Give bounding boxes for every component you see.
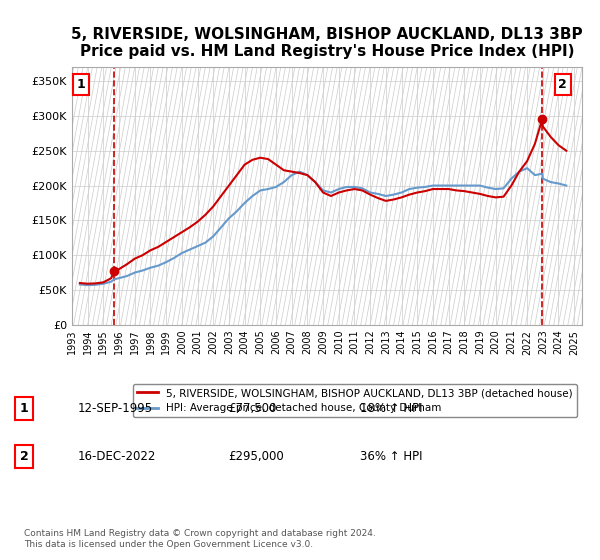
- Text: 1: 1: [20, 402, 28, 416]
- Text: 36% ↑ HPI: 36% ↑ HPI: [360, 450, 422, 463]
- Text: £295,000: £295,000: [228, 450, 284, 463]
- Text: 16-DEC-2022: 16-DEC-2022: [78, 450, 157, 463]
- Text: 12-SEP-1995: 12-SEP-1995: [78, 402, 153, 416]
- Legend: 5, RIVERSIDE, WOLSINGHAM, BISHOP AUCKLAND, DL13 3BP (detached house), HPI: Avera: 5, RIVERSIDE, WOLSINGHAM, BISHOP AUCKLAN…: [133, 384, 577, 417]
- Text: 1: 1: [77, 78, 85, 91]
- Text: 18% ↑ HPI: 18% ↑ HPI: [360, 402, 422, 416]
- Title: 5, RIVERSIDE, WOLSINGHAM, BISHOP AUCKLAND, DL13 3BP
Price paid vs. HM Land Regis: 5, RIVERSIDE, WOLSINGHAM, BISHOP AUCKLAN…: [71, 27, 583, 59]
- Text: 2: 2: [20, 450, 28, 463]
- Text: £77,500: £77,500: [228, 402, 277, 416]
- Text: 2: 2: [559, 78, 567, 91]
- Text: Contains HM Land Registry data © Crown copyright and database right 2024.
This d: Contains HM Land Registry data © Crown c…: [24, 529, 376, 549]
